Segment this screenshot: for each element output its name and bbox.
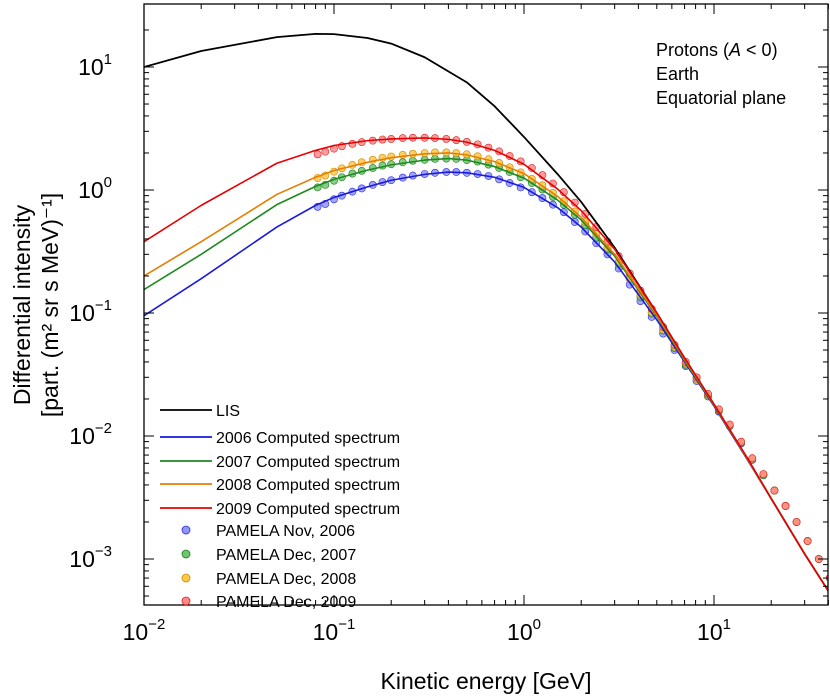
legend-label: 2008 Computed spectrum — [216, 477, 400, 494]
y-axis-label-line1: Differential intensity — [9, 204, 35, 405]
x-tick-label: 10−1 — [313, 616, 356, 645]
legend-item-2008-computed: 2008 Computed spectrum — [160, 477, 400, 494]
y-tick-label: 10−2 — [69, 420, 112, 449]
data-point-3-45 — [792, 518, 801, 526]
legend-item-2009-computed: 2009 Computed spectrum — [160, 501, 400, 518]
legend-label: PAMELA Nov, 2006 — [216, 523, 355, 540]
x-tick-label: 100 — [507, 616, 541, 645]
data-point-3-43 — [770, 486, 779, 495]
annotation: Protons (A < 0) Earth Equatorial plane — [656, 40, 786, 108]
x-tick-label: 101 — [697, 616, 731, 645]
data-point-3-41 — [748, 454, 757, 463]
data-point-3-46 — [803, 537, 812, 545]
legend-item-pamela-2007: PAMELA Dec, 2007 — [181, 547, 356, 564]
y-tick-label: 10−1 — [69, 297, 112, 326]
axis-ticks: 10−2 10−1 100 101 10−3 10−2 10−1 100 101 — [69, 4, 829, 645]
legend-label: PAMELA Dec, 2008 — [216, 571, 356, 588]
legend-label: 2009 Computed spectrum — [216, 501, 400, 518]
data-point-2-8 — [387, 152, 396, 161]
legend-label: PAMELA Dec, 2007 — [216, 547, 356, 564]
legend-label: PAMELA Dec, 2009 — [216, 594, 356, 611]
legend-item-2006-computed: 2006 Computed spectrum — [160, 430, 400, 447]
legend-marker — [181, 596, 191, 606]
legend-item-pamela-2009: PAMELA Dec, 2009 — [181, 594, 356, 611]
data-point-3-25 — [570, 198, 579, 207]
data-point-3-42 — [759, 470, 768, 479]
y-axis-label-line2: [part. (m² sr s MeV)⁻¹] — [37, 193, 63, 417]
x-tick-label: 10−2 — [123, 616, 166, 645]
y-tick-label: 10−3 — [69, 543, 112, 572]
series-line-4 — [144, 137, 828, 592]
data-point-3-0 — [313, 150, 322, 159]
legend-item-2007-computed: 2007 Computed spectrum — [160, 454, 400, 471]
legend-marker — [181, 525, 191, 535]
legend-item-pamela-2006: PAMELA Nov, 2006 — [181, 523, 355, 540]
data-point-3-44 — [781, 502, 790, 510]
data-point-2-12 — [431, 148, 439, 157]
legend: LIS 2006 Computed spectrum 2007 Computed… — [160, 403, 400, 611]
legend-item-lis: LIS — [160, 403, 240, 420]
legend-marker — [181, 573, 191, 583]
legend-label: LIS — [216, 403, 240, 420]
y-tick-label: 101 — [78, 51, 112, 80]
x-axis-label: Kinetic energy [GeV] — [381, 668, 592, 694]
legend-label: 2006 Computed spectrum — [216, 430, 400, 447]
annotation-line2: Earth — [656, 64, 699, 84]
y-axis-label: Differential intensity [part. (m² sr s M… — [9, 193, 63, 417]
annotation-line1: Protons (A < 0) — [656, 40, 778, 60]
legend-marker — [181, 549, 191, 559]
y-tick-label: 100 — [78, 174, 112, 203]
data-point-2-10 — [408, 149, 417, 158]
legend-label: 2007 Computed spectrum — [216, 454, 400, 471]
plot-frame — [143, 3, 829, 606]
annotation-line3: Equatorial plane — [656, 88, 786, 108]
series-layer — [144, 32, 828, 593]
legend-item-pamela-2008: PAMELA Dec, 2008 — [181, 571, 356, 588]
